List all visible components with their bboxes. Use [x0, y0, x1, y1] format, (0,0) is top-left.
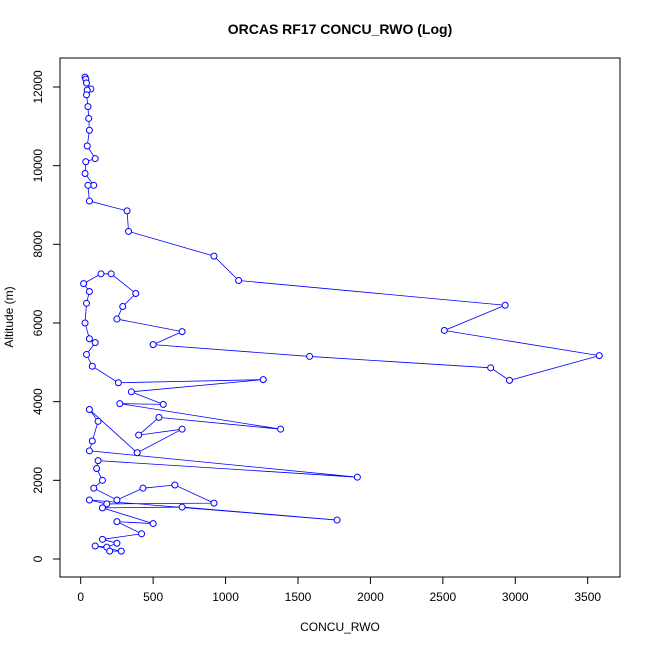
data-point — [113, 539, 121, 547]
data-point — [135, 431, 143, 439]
data-point — [82, 158, 90, 166]
data-point — [85, 406, 93, 414]
x-tick-label: 1500 — [285, 590, 312, 604]
y-tick-label: 10000 — [31, 149, 45, 183]
data-point — [138, 530, 146, 538]
data-point — [440, 326, 448, 334]
data-point — [501, 301, 509, 309]
data-point — [85, 126, 93, 134]
data-point — [83, 299, 91, 307]
data-point — [98, 535, 106, 543]
data-point — [113, 518, 121, 526]
x-tick-label: 2000 — [357, 590, 384, 604]
data-point — [159, 400, 167, 408]
data-point — [83, 91, 91, 99]
x-tick-label: 3000 — [502, 590, 529, 604]
data-line — [83, 77, 600, 552]
data-point — [83, 350, 91, 358]
data-point — [84, 181, 92, 189]
data-point — [178, 503, 186, 511]
x-tick-label: 1000 — [212, 590, 239, 604]
data-point — [132, 289, 140, 297]
data-point — [103, 500, 111, 508]
x-tick-label: 500 — [143, 590, 163, 604]
data-point — [149, 341, 157, 349]
data-point — [114, 379, 122, 387]
data-point — [595, 352, 603, 360]
data-point — [85, 496, 93, 504]
data-point — [81, 319, 89, 327]
data-point — [88, 437, 96, 445]
data-point — [505, 376, 513, 384]
data-point — [90, 181, 98, 189]
data-point — [80, 280, 88, 288]
y-tick-label: 0 — [31, 555, 45, 562]
data-point — [353, 473, 361, 481]
data-point — [133, 449, 141, 457]
data-point — [113, 496, 121, 504]
data-point — [91, 155, 99, 163]
data-point — [178, 328, 186, 336]
data-point — [155, 413, 163, 421]
data-point — [107, 270, 115, 278]
data-point — [83, 142, 91, 150]
data-point — [84, 103, 92, 111]
data-point — [210, 499, 218, 507]
y-axis-label: Altitude (m) — [2, 286, 16, 347]
data-point — [98, 504, 106, 512]
x-tick-label: 3500 — [574, 590, 601, 604]
data-point — [91, 542, 99, 550]
data-point — [88, 362, 96, 370]
data-point — [90, 484, 98, 492]
data-point — [91, 339, 99, 347]
data-point — [139, 484, 147, 492]
data-point — [117, 547, 125, 555]
data-point — [116, 400, 124, 408]
data-point — [277, 425, 285, 433]
x-tick-label: 2500 — [429, 590, 456, 604]
data-point — [210, 252, 218, 260]
data-point — [98, 476, 106, 484]
data-point — [333, 516, 341, 524]
data-point — [94, 417, 102, 425]
data-point — [85, 335, 93, 343]
data-point — [85, 197, 93, 205]
data-point — [235, 277, 243, 285]
data-point — [306, 352, 314, 360]
y-tick-label: 12000 — [31, 70, 45, 104]
x-axis-label: CONCU_RWO — [300, 620, 380, 634]
data-point — [81, 170, 89, 178]
y-tick-label: 4000 — [31, 388, 45, 415]
y-tick-label: 8000 — [31, 231, 45, 258]
chart-title: ORCAS RF17 CONCU_RWO (Log) — [228, 21, 453, 37]
data-point — [83, 79, 91, 87]
data-point — [149, 520, 157, 528]
data-point — [113, 315, 121, 323]
x-tick-label: 0 — [77, 590, 84, 604]
data-point — [85, 447, 93, 455]
data-point — [171, 481, 179, 489]
data-point — [94, 457, 102, 465]
data-point — [178, 425, 186, 433]
data-point — [106, 547, 114, 555]
data-point — [85, 288, 93, 296]
plot-frame — [59, 57, 621, 578]
data-point — [123, 207, 131, 215]
data-point — [125, 227, 133, 235]
data-point — [487, 364, 495, 372]
data-point — [93, 465, 101, 473]
data-point — [85, 114, 93, 122]
data-point — [259, 376, 267, 384]
y-tick-label: 2000 — [31, 467, 45, 494]
data-point — [127, 388, 135, 396]
data-point — [97, 270, 105, 278]
y-tick-label: 6000 — [31, 309, 45, 336]
data-point — [119, 302, 127, 310]
